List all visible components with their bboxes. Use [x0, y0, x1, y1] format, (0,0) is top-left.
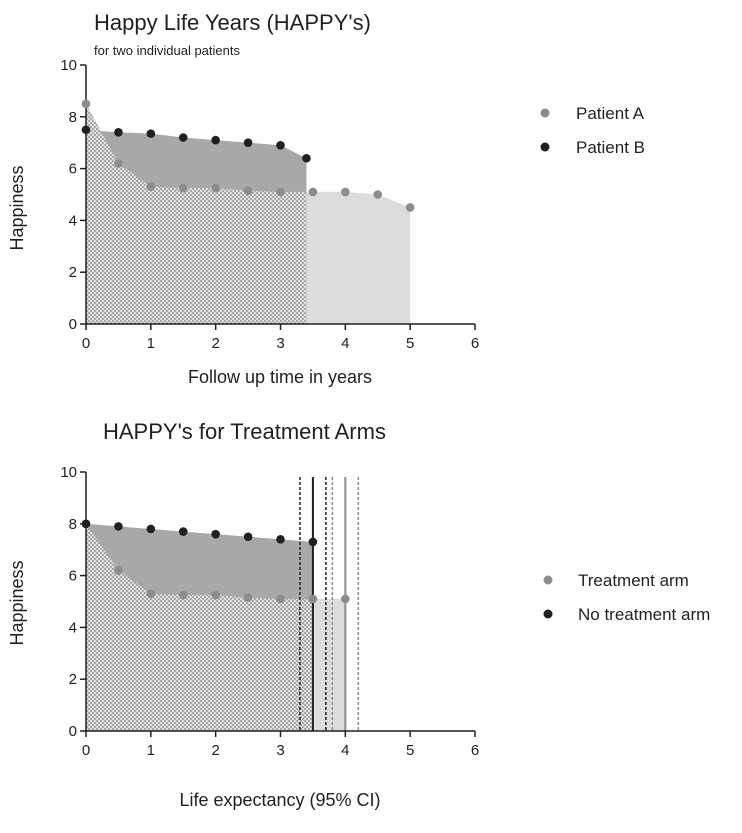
chart-2-y-axis-title: Happiness — [7, 560, 27, 645]
chart-2-title: HAPPY's for Treatment Arms — [103, 419, 386, 444]
legend-marker-treatment-arm — [543, 575, 553, 585]
y-tick-label: 8 — [69, 109, 77, 126]
y-tick-label: 6 — [69, 161, 77, 178]
x-tick-label: 4 — [341, 335, 349, 352]
chart-2-x-axis-title: Life expectancy (95% CI) — [179, 790, 380, 810]
chart-1: Happy Life Years (HAPPY's) for two indiv… — [7, 10, 645, 387]
chart-1-legend: Patient A Patient B — [540, 104, 645, 157]
series-a-point — [114, 566, 123, 575]
series-a-point — [243, 593, 253, 602]
x-tick-label: 6 — [471, 335, 479, 352]
chart-2: HAPPY's for Treatment Arms Happiness Lif… — [7, 419, 710, 810]
series-a-point — [178, 183, 188, 193]
x-tick-label: 1 — [147, 335, 155, 352]
legend-marker-no-treatment-arm — [543, 609, 553, 619]
y-tick-label: 10 — [60, 464, 77, 481]
legend-label-no-treatment-arm: No treatment arm — [578, 605, 710, 624]
series-b-point — [308, 537, 318, 547]
series-a-point — [243, 186, 253, 195]
series-b-point — [211, 135, 220, 145]
series-a-point — [308, 594, 318, 604]
series-b-point — [178, 133, 188, 142]
y-tick-label: 2 — [69, 671, 77, 688]
x-tick-label: 3 — [276, 335, 284, 352]
y-tick-label: 4 — [69, 619, 77, 636]
series-a-point — [81, 99, 91, 109]
overlap-area — [86, 523, 313, 731]
x-tick-label: 5 — [406, 742, 414, 759]
series-a-point — [114, 159, 123, 168]
x-tick-label: 2 — [211, 335, 219, 352]
legend-marker-patient-a — [540, 108, 550, 118]
series-b-point — [81, 125, 91, 135]
chart-1-y-axis-title: Happiness — [7, 165, 27, 250]
series-a-point — [276, 187, 285, 197]
y-tick-label: 2 — [69, 264, 77, 281]
series-b-point — [276, 140, 285, 150]
series-b-point — [178, 527, 188, 536]
y-tick-label: 0 — [69, 316, 77, 333]
series-a-point — [146, 589, 156, 599]
y-tick-label: 8 — [69, 516, 77, 533]
x-tick-label: 5 — [406, 335, 414, 352]
series-b-point — [146, 524, 156, 534]
series-a-point — [341, 594, 350, 604]
series-a-point — [405, 203, 415, 212]
series-b-point — [243, 532, 253, 542]
series-a-point — [308, 187, 318, 197]
series-b-point — [114, 128, 123, 137]
series-a-point — [373, 190, 383, 199]
chart-1-title: Happy Life Years (HAPPY's) — [94, 10, 371, 35]
x-tick-label: 4 — [341, 742, 349, 759]
x-tick-label: 1 — [147, 742, 155, 759]
series-a-point — [341, 187, 350, 197]
x-tick-label: 0 — [82, 742, 90, 759]
series-b-point — [302, 153, 311, 163]
series-a-point — [276, 594, 285, 604]
series-a-point — [178, 590, 188, 600]
chart-1-subtitle: for two individual patients — [94, 43, 240, 58]
series-a-point — [146, 182, 156, 192]
chart-1-x-axis-title: Follow up time in years — [188, 367, 372, 387]
x-tick-label: 2 — [211, 742, 219, 759]
series-b-point — [276, 535, 285, 544]
series-a-point — [211, 183, 220, 193]
series-a-point — [211, 590, 220, 600]
series-b-point — [146, 129, 156, 138]
series-b-point — [114, 522, 123, 531]
legend-label-patient-b: Patient B — [576, 138, 645, 157]
y-tick-label: 6 — [69, 568, 77, 585]
y-tick-label: 0 — [69, 723, 77, 740]
overlap-area — [86, 103, 307, 324]
x-tick-label: 3 — [276, 742, 284, 759]
chart-2-plot: 0 1 2 3 4 5 6 0 2 4 6 8 10 — [60, 464, 479, 759]
chart-1-plot: 0 1 2 3 4 5 6 0 2 4 6 8 10 — [60, 57, 479, 352]
legend-label-patient-a: Patient A — [576, 104, 645, 123]
series-b-point — [81, 519, 91, 529]
legend-label-treatment-arm: Treatment arm — [578, 571, 689, 590]
series-b-point — [243, 138, 253, 147]
x-tick-label: 0 — [82, 335, 90, 352]
y-tick-label: 10 — [60, 57, 77, 74]
series-b-point — [211, 529, 220, 539]
chart-2-legend: Treatment arm No treatment arm — [543, 571, 710, 624]
legend-marker-patient-b — [540, 142, 550, 152]
x-tick-label: 6 — [471, 742, 479, 759]
y-tick-label: 4 — [69, 212, 77, 229]
